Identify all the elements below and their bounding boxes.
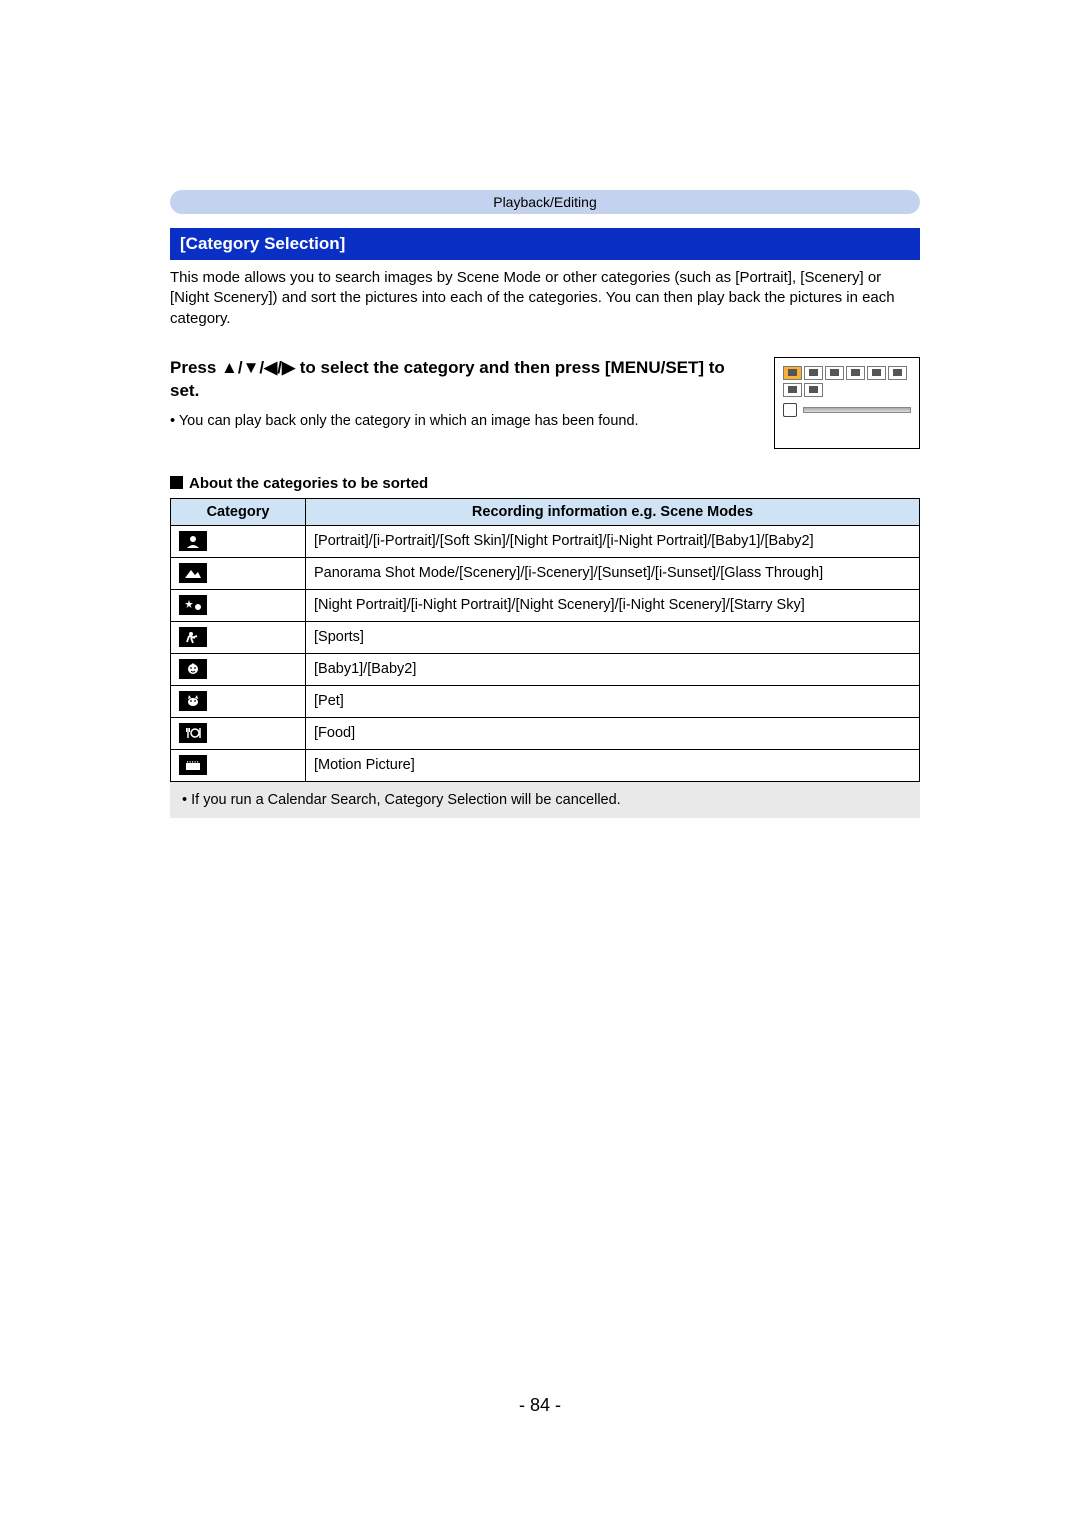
category-info: [Night Portrait]/[i-Night Portrait]/[Nig… <box>306 589 920 621</box>
portrait-icon <box>179 531 207 551</box>
category-info: [Pet] <box>306 685 920 717</box>
sports-icon <box>179 627 207 647</box>
lcd-category-icon <box>804 383 823 397</box>
category-info: [Food] <box>306 717 920 749</box>
category-info: [Motion Picture] <box>306 749 920 781</box>
category-info: [Baby1]/[Baby2] <box>306 653 920 685</box>
night-icon <box>179 595 207 615</box>
instruction-note: • You can play back only the category in… <box>170 413 756 429</box>
category-info: Panorama Shot Mode/[Scenery]/[i-Scenery]… <box>306 557 920 589</box>
intro-paragraph: This mode allows you to search images by… <box>170 268 920 329</box>
lcd-preview <box>774 357 920 449</box>
table-row: [Motion Picture] <box>171 749 920 781</box>
return-icon <box>783 403 797 417</box>
category-icon-cell <box>171 557 306 589</box>
lcd-category-icon <box>783 383 802 397</box>
category-info: [Sports] <box>306 621 920 653</box>
instruction-column: Press ▲/▼/◀/▶ to select the category and… <box>170 357 756 429</box>
table-row: [Food] <box>171 717 920 749</box>
instruction-text: Press ▲/▼/◀/▶ to select the category and… <box>170 357 756 403</box>
table-row: [Baby1]/[Baby2] <box>171 653 920 685</box>
categories-table: Category Recording information e.g. Scen… <box>170 498 920 782</box>
category-icon-cell <box>171 717 306 749</box>
pet-icon <box>179 691 207 711</box>
baby-icon <box>179 659 207 679</box>
lcd-category-icon <box>888 366 907 380</box>
table-row: [Sports] <box>171 621 920 653</box>
scenery-icon <box>179 563 207 583</box>
breadcrumb-row: Playback/Editing <box>170 190 920 220</box>
lcd-footer <box>783 403 911 417</box>
lcd-category-icon <box>867 366 886 380</box>
table-row: [Portrait]/[i-Portrait]/[Soft Skin]/[Nig… <box>171 525 920 557</box>
table-row: [Night Portrait]/[i-Night Portrait]/[Nig… <box>171 589 920 621</box>
lcd-category-icon <box>804 366 823 380</box>
table-subheading: About the categories to be sorted <box>170 475 920 492</box>
lcd-category-icon <box>846 366 865 380</box>
category-icon-cell <box>171 653 306 685</box>
col-header-info: Recording information e.g. Scene Modes <box>306 498 920 525</box>
footer-note: • If you run a Calendar Search, Category… <box>170 782 920 818</box>
manual-page: Playback/Editing [Category Selection] Th… <box>0 0 1080 1526</box>
instruction-prefix: Press <box>170 358 221 377</box>
subheading-text: About the categories to be sorted <box>189 475 428 492</box>
select-bar <box>803 407 911 413</box>
lcd-category-icon <box>825 366 844 380</box>
lcd-icon-row <box>783 366 911 380</box>
lcd-category-icon <box>783 366 802 380</box>
table-row: Panorama Shot Mode/[Scenery]/[i-Scenery]… <box>171 557 920 589</box>
category-info: [Portrait]/[i-Portrait]/[Soft Skin]/[Nig… <box>306 525 920 557</box>
category-icon-cell <box>171 685 306 717</box>
category-icon-cell <box>171 749 306 781</box>
category-icon-cell <box>171 621 306 653</box>
square-bullet-icon <box>170 476 183 489</box>
page-number: - 84 - <box>0 1395 1080 1416</box>
movie-icon <box>179 755 207 775</box>
table-row: [Pet] <box>171 685 920 717</box>
col-header-category: Category <box>171 498 306 525</box>
category-icon-cell <box>171 525 306 557</box>
lcd-icon-grid <box>783 366 911 397</box>
instruction-row: Press ▲/▼/◀/▶ to select the category and… <box>170 357 920 449</box>
category-icon-cell <box>171 589 306 621</box>
lcd-icon-row <box>783 383 911 397</box>
breadcrumb-text: Playback/Editing <box>170 190 920 214</box>
table-header-row: Category Recording information e.g. Scen… <box>171 498 920 525</box>
food-icon <box>179 723 207 743</box>
dpad-arrows: ▲/▼/◀/▶ <box>221 359 295 376</box>
section-title: [Category Selection] <box>170 228 920 260</box>
